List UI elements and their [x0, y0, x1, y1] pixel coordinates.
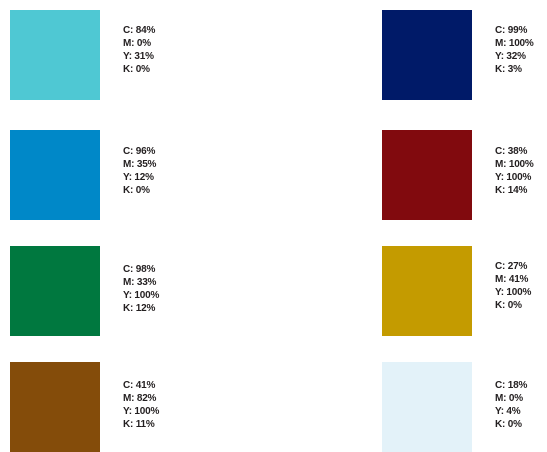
magenta-value: M: 100% [495, 159, 534, 170]
cyan-value: C: 84% [123, 25, 156, 36]
black-value: K: 0% [123, 64, 150, 75]
black-value: K: 14% [495, 185, 528, 196]
cmyk-values-brown: C: 41% M: 82% Y: 100% K: 11% [123, 379, 159, 431]
cyan-value: C: 41% [123, 380, 156, 391]
cyan-value: C: 18% [495, 380, 528, 391]
color-swatch-crimson [382, 130, 472, 220]
yellow-value: Y: 100% [123, 406, 160, 417]
color-swatch-brown [10, 362, 100, 452]
yellow-value: Y: 100% [123, 290, 160, 301]
color-swatch-pale-blue [382, 362, 472, 452]
cyan-value: C: 98% [123, 264, 156, 275]
black-value: K: 0% [123, 185, 150, 196]
black-value: K: 0% [495, 419, 522, 430]
magenta-value: M: 33% [123, 277, 157, 288]
yellow-value: Y: 100% [495, 172, 532, 183]
color-swatch-teal [10, 10, 100, 100]
cmyk-values-gold: C: 27% M: 41% Y: 100% K: 0% [495, 260, 531, 312]
yellow-value: Y: 31% [123, 51, 154, 62]
cmyk-values-teal: C: 84% M: 0% Y: 31% K: 0% [123, 24, 155, 76]
color-swatch-blue [10, 130, 100, 220]
black-value: K: 3% [495, 64, 522, 75]
yellow-value: Y: 12% [123, 172, 154, 183]
cmyk-values-pale-blue: C: 18% M: 0% Y: 4% K: 0% [495, 379, 527, 431]
color-swatch-gold [382, 246, 472, 336]
cyan-value: C: 96% [123, 146, 156, 157]
yellow-value: Y: 100% [495, 287, 532, 298]
yellow-value: Y: 4% [495, 406, 521, 417]
magenta-value: M: 82% [123, 393, 157, 404]
black-value: K: 11% [123, 419, 155, 430]
cmyk-values-navy: C: 99% M: 100% Y: 32% K: 3% [495, 24, 534, 76]
magenta-value: M: 100% [495, 38, 534, 49]
color-swatch-navy [382, 10, 472, 100]
black-value: K: 0% [495, 300, 522, 311]
color-swatch-green [10, 246, 100, 336]
magenta-value: M: 0% [495, 393, 523, 404]
magenta-value: M: 41% [495, 274, 529, 285]
cmyk-values-blue: C: 96% M: 35% Y: 12% K: 0% [123, 145, 156, 197]
black-value: K: 12% [123, 303, 156, 314]
cmyk-values-green: C: 98% M: 33% Y: 100% K: 12% [123, 263, 159, 315]
magenta-value: M: 0% [123, 38, 151, 49]
magenta-value: M: 35% [123, 159, 157, 170]
cmyk-values-crimson: C: 38% M: 100% Y: 100% K: 14% [495, 145, 534, 197]
cyan-value: C: 38% [495, 146, 528, 157]
cyan-value: C: 99% [495, 25, 528, 36]
cyan-value: C: 27% [495, 261, 528, 272]
yellow-value: Y: 32% [495, 51, 526, 62]
